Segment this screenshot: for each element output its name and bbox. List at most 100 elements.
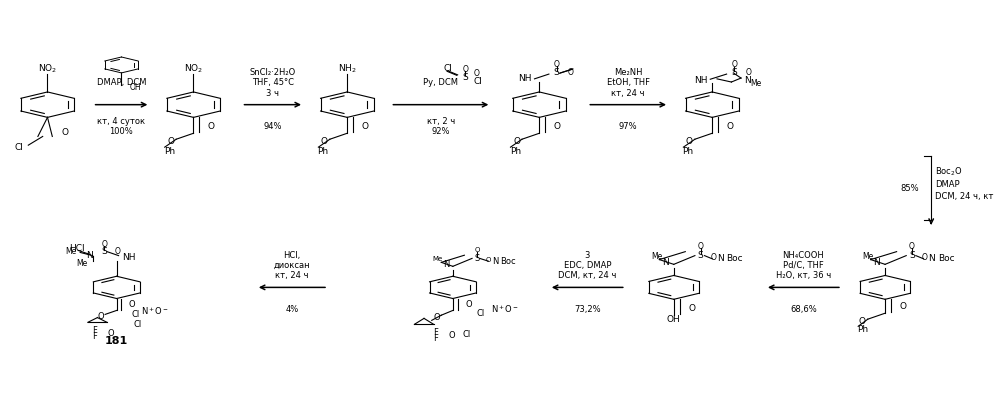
Text: Me: Me: [862, 252, 873, 261]
Text: O: O: [554, 122, 561, 131]
Text: OH: OH: [667, 316, 681, 324]
Text: N: N: [874, 258, 880, 267]
Text: O: O: [128, 300, 135, 309]
Text: Boc: Boc: [500, 257, 516, 266]
Text: Ph: Ph: [164, 147, 175, 156]
Text: Cl: Cl: [462, 330, 471, 339]
Text: O: O: [710, 253, 716, 262]
Text: O: O: [698, 242, 704, 251]
Text: SnCl₂·2H₂O
THF, 45°C
3 ч: SnCl₂·2H₂O THF, 45°C 3 ч: [250, 68, 296, 98]
Text: O: O: [474, 69, 480, 78]
Text: DCM, 24 ч, кт: DCM, 24 ч, кт: [935, 192, 993, 200]
Text: O: O: [101, 240, 107, 249]
Text: N: N: [744, 76, 751, 84]
Text: N: N: [662, 258, 669, 267]
Text: Cl: Cl: [444, 64, 452, 74]
Text: Cl: Cl: [477, 309, 485, 318]
Text: 181: 181: [105, 336, 128, 346]
Text: O: O: [909, 242, 915, 251]
Text: Cl: Cl: [134, 320, 142, 329]
Text: O: O: [98, 312, 104, 321]
Text: O: O: [731, 60, 737, 69]
Text: Cl: Cl: [131, 310, 139, 319]
Text: O: O: [568, 68, 574, 77]
Text: O: O: [859, 317, 866, 326]
Text: NH$_2$: NH$_2$: [338, 63, 356, 75]
Text: O: O: [465, 300, 472, 309]
Text: O: O: [688, 304, 695, 312]
Text: S: S: [462, 73, 468, 82]
Text: NH₄COOH
Pd/C, THF
H₂O, кт, 36 ч: NH₄COOH Pd/C, THF H₂O, кт, 36 ч: [776, 251, 831, 280]
Text: O: O: [746, 68, 752, 77]
Text: Me: Me: [751, 79, 762, 88]
Text: O: O: [321, 137, 328, 146]
Text: O: O: [686, 137, 693, 146]
Text: N: N: [928, 254, 935, 263]
Text: O: O: [208, 122, 215, 131]
Text: S: S: [909, 251, 915, 260]
Text: 73,2%: 73,2%: [574, 305, 601, 314]
Text: O: O: [167, 137, 174, 146]
Text: NH: NH: [518, 74, 532, 83]
Text: DMAP, DCM: DMAP, DCM: [97, 78, 146, 87]
Text: O: O: [362, 122, 369, 131]
Text: O: O: [107, 329, 114, 338]
Text: Me: Me: [432, 256, 443, 262]
Text: O: O: [513, 137, 520, 146]
Text: NO$_2$: NO$_2$: [38, 63, 57, 75]
Text: Py, DCM: Py, DCM: [423, 78, 458, 87]
Text: HCl: HCl: [69, 244, 84, 253]
Text: S: S: [731, 68, 737, 77]
Text: S: S: [698, 251, 704, 260]
Text: Me: Me: [65, 247, 76, 256]
Text: Me: Me: [77, 259, 88, 268]
Text: Boc: Boc: [938, 254, 955, 263]
Text: N: N: [717, 254, 724, 263]
Text: 94%: 94%: [263, 122, 282, 131]
Text: Me: Me: [651, 252, 662, 261]
Text: Boc: Boc: [727, 254, 743, 263]
Text: S: S: [101, 247, 107, 256]
Text: 4%: 4%: [285, 305, 299, 314]
Text: S: S: [554, 68, 559, 77]
Text: Ph: Ph: [857, 325, 869, 334]
Text: N$^+$O$^-$: N$^+$O$^-$: [491, 304, 519, 316]
Text: Cl: Cl: [474, 77, 483, 86]
Text: O: O: [462, 65, 468, 74]
Text: NH: NH: [122, 253, 136, 262]
Text: O: O: [922, 253, 927, 262]
Text: NH: NH: [694, 76, 707, 84]
Text: O: O: [115, 247, 121, 256]
Text: N: N: [492, 257, 499, 266]
Text: Ph: Ph: [318, 147, 329, 156]
Text: O: O: [61, 128, 68, 137]
Text: 85%: 85%: [900, 184, 919, 192]
Text: O: O: [434, 313, 440, 322]
Text: Ph: Ph: [510, 147, 521, 156]
Text: F: F: [434, 334, 438, 343]
Text: F: F: [93, 326, 97, 335]
Text: 68,6%: 68,6%: [790, 305, 817, 314]
Text: O: O: [727, 122, 734, 131]
Text: O: O: [486, 257, 491, 263]
Text: 3
EDC, DMAP
DCM, кт, 24 ч: 3 EDC, DMAP DCM, кт, 24 ч: [558, 251, 617, 280]
Text: Cl: Cl: [15, 143, 23, 152]
Text: O: O: [554, 60, 560, 69]
Text: кт, 4 суток
100%: кт, 4 суток 100%: [97, 117, 146, 136]
Text: кт, 2 ч
92%: кт, 2 ч 92%: [427, 117, 455, 136]
Text: Ph: Ph: [683, 147, 694, 156]
Text: NO$_2$: NO$_2$: [184, 63, 203, 75]
Text: HCl,
диоксан
кт, 24 ч: HCl, диоксан кт, 24 ч: [274, 251, 310, 280]
Text: F: F: [434, 328, 438, 337]
Text: 97%: 97%: [619, 122, 637, 131]
Text: N$^+$O$^-$: N$^+$O$^-$: [141, 305, 169, 317]
Text: N: N: [86, 251, 93, 260]
Text: OH: OH: [129, 84, 141, 92]
Text: DMAP: DMAP: [935, 180, 960, 189]
Text: O: O: [448, 331, 455, 340]
Text: Me₂NH
EtOH, THF
кт, 24 ч: Me₂NH EtOH, THF кт, 24 ч: [607, 68, 650, 98]
Text: N: N: [443, 260, 449, 269]
Text: O: O: [474, 248, 480, 254]
Text: Boc$_2$O: Boc$_2$O: [935, 166, 963, 178]
Text: O: O: [900, 302, 907, 311]
